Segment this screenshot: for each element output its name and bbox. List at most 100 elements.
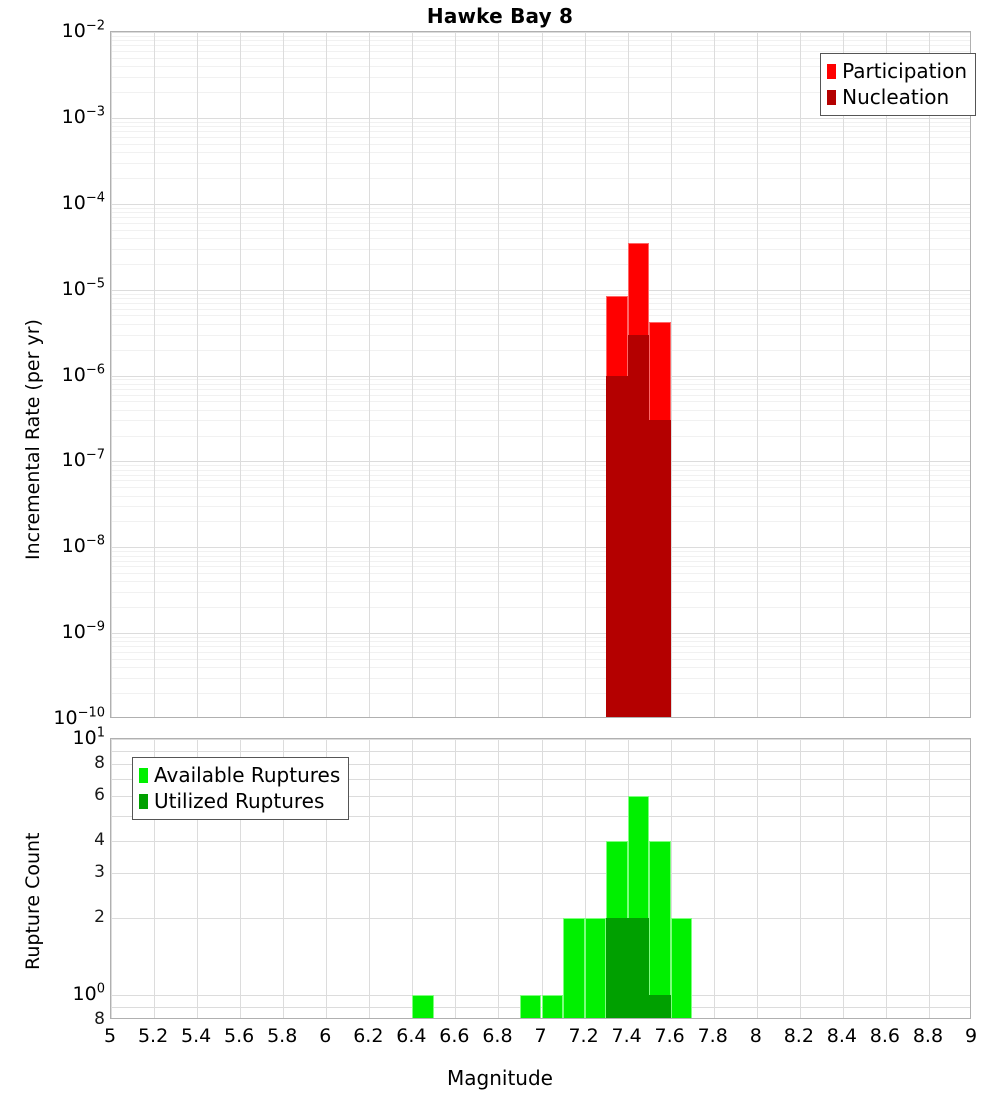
- legend-label: Available Ruptures: [154, 763, 341, 787]
- gridline-horizontal: [111, 480, 970, 482]
- gridline-horizontal: [111, 177, 970, 179]
- gridline-horizontal: [111, 641, 970, 643]
- gridline-horizontal: [111, 778, 970, 780]
- x-tick-label: 7.8: [697, 1025, 728, 1047]
- gridline-horizontal: [111, 469, 970, 471]
- gridline-horizontal: [111, 323, 970, 325]
- gridline-horizontal: [111, 678, 970, 680]
- top-panel-y-axis-label: Incremental Rate (per yr): [22, 319, 44, 560]
- gridline-horizontal: [111, 203, 970, 205]
- gridline-horizontal: [111, 739, 970, 740]
- gridline-horizontal: [111, 263, 970, 265]
- x-tick-label: 7: [534, 1025, 547, 1047]
- y-tick-label: 3: [94, 861, 105, 882]
- available-ruptures-bar: [412, 995, 434, 1018]
- gridline-horizontal: [111, 555, 970, 557]
- top-legend-item: Participation: [827, 58, 967, 84]
- x-tick-label: 6.4: [396, 1025, 427, 1047]
- legend-swatch-icon: [827, 89, 837, 105]
- x-tick-label: 9: [964, 1025, 978, 1047]
- y-tick-label: 10−5: [61, 276, 105, 300]
- gridline-vertical: [154, 32, 156, 717]
- bottom-panel-legend: Available Ruptures Utilized Ruptures: [132, 757, 350, 820]
- x-tick-label: 8.8: [912, 1025, 944, 1047]
- nucleation-bar: [649, 420, 671, 717]
- gridline-vertical: [455, 32, 457, 717]
- gridline-vertical: [326, 739, 328, 1018]
- gridline-horizontal: [111, 136, 970, 138]
- gridline-horizontal: [111, 521, 970, 523]
- gridline-horizontal: [111, 152, 970, 154]
- gridline-horizontal: [111, 409, 970, 411]
- gridline-horizontal: [111, 222, 970, 224]
- gridline-horizontal: [111, 840, 970, 842]
- gridline-horizontal: [111, 45, 970, 47]
- gridline-horizontal: [111, 293, 970, 295]
- gridline-vertical: [541, 32, 543, 717]
- gridline-horizontal: [111, 646, 970, 648]
- gridline-vertical: [756, 32, 758, 717]
- gridline-horizontal: [111, 334, 970, 336]
- gridline-vertical: [369, 739, 371, 1018]
- gridline-vertical: [928, 32, 930, 717]
- gridline-vertical: [584, 32, 586, 717]
- available-ruptures-bar: [584, 918, 607, 1018]
- gridline-horizontal: [111, 207, 970, 209]
- gridline-horizontal: [111, 487, 970, 489]
- gridline-horizontal: [111, 560, 970, 562]
- gridline-vertical: [197, 739, 199, 1018]
- bottom-legend-item: Available Ruptures: [139, 762, 340, 788]
- gridline-horizontal: [111, 592, 970, 594]
- gridline-vertical: [412, 32, 414, 717]
- y-tick-label: 10−9: [61, 619, 105, 644]
- x-tick-label: 5.2: [137, 1025, 169, 1047]
- legend-swatch-icon: [139, 793, 148, 809]
- gridline-horizontal: [111, 461, 970, 463]
- y-tick-label: 101: [72, 725, 105, 749]
- gridline-vertical: [713, 32, 715, 717]
- gridline-horizontal: [111, 126, 970, 128]
- gridline-horizontal: [111, 633, 970, 635]
- x-tick-label: 6.6: [439, 1025, 470, 1047]
- gridline-vertical: [498, 739, 500, 1018]
- y-tick-label: 10−2: [61, 18, 105, 42]
- y-tick-label: 10−7: [61, 448, 105, 472]
- gridline-vertical: [885, 32, 887, 717]
- x-tick-label: 7.4: [611, 1025, 642, 1047]
- gridline-horizontal: [111, 581, 970, 583]
- gridline-vertical: [369, 32, 371, 717]
- gridline-horizontal: [111, 474, 970, 476]
- utilized-ruptures-bar: [606, 918, 628, 1018]
- gridline-horizontal: [111, 51, 970, 53]
- x-tick-label: 5: [103, 1025, 117, 1047]
- utilized-ruptures-bar: [627, 918, 650, 1018]
- gridline-horizontal: [111, 667, 970, 669]
- x-tick-label: 8.2: [783, 1025, 814, 1047]
- gridline-horizontal: [111, 32, 970, 33]
- gridline-horizontal: [111, 212, 970, 214]
- y-tick-label: 6: [94, 784, 105, 805]
- page-title: Hawke Bay 8: [426, 4, 574, 28]
- available-ruptures-bar: [670, 918, 693, 1018]
- gridline-horizontal: [111, 76, 970, 78]
- gridline-horizontal: [111, 57, 970, 59]
- top-legend-item: Nucleation: [827, 84, 967, 110]
- gridline-horizontal: [111, 315, 970, 317]
- y-tick-label: 10−8: [61, 533, 105, 558]
- bottom-legend-item: Utilized Ruptures: [139, 788, 340, 814]
- legend-label: Participation: [842, 59, 967, 83]
- legend-swatch-icon: [139, 767, 148, 783]
- gridline-vertical: [584, 739, 586, 1018]
- gridline-horizontal: [111, 435, 970, 437]
- y-tick-label: 10−10: [53, 705, 105, 729]
- y-tick-label: 4: [94, 829, 105, 850]
- gridline-horizontal: [111, 35, 970, 37]
- gridline-horizontal: [111, 394, 970, 396]
- gridline-vertical: [412, 739, 414, 1018]
- x-tick-label: 6.2: [353, 1025, 384, 1047]
- gridline-horizontal: [111, 289, 970, 291]
- available-ruptures-bar: [563, 918, 585, 1018]
- gridline-vertical: [283, 32, 285, 717]
- top-panel-legend: Participation Nucleation: [820, 53, 976, 116]
